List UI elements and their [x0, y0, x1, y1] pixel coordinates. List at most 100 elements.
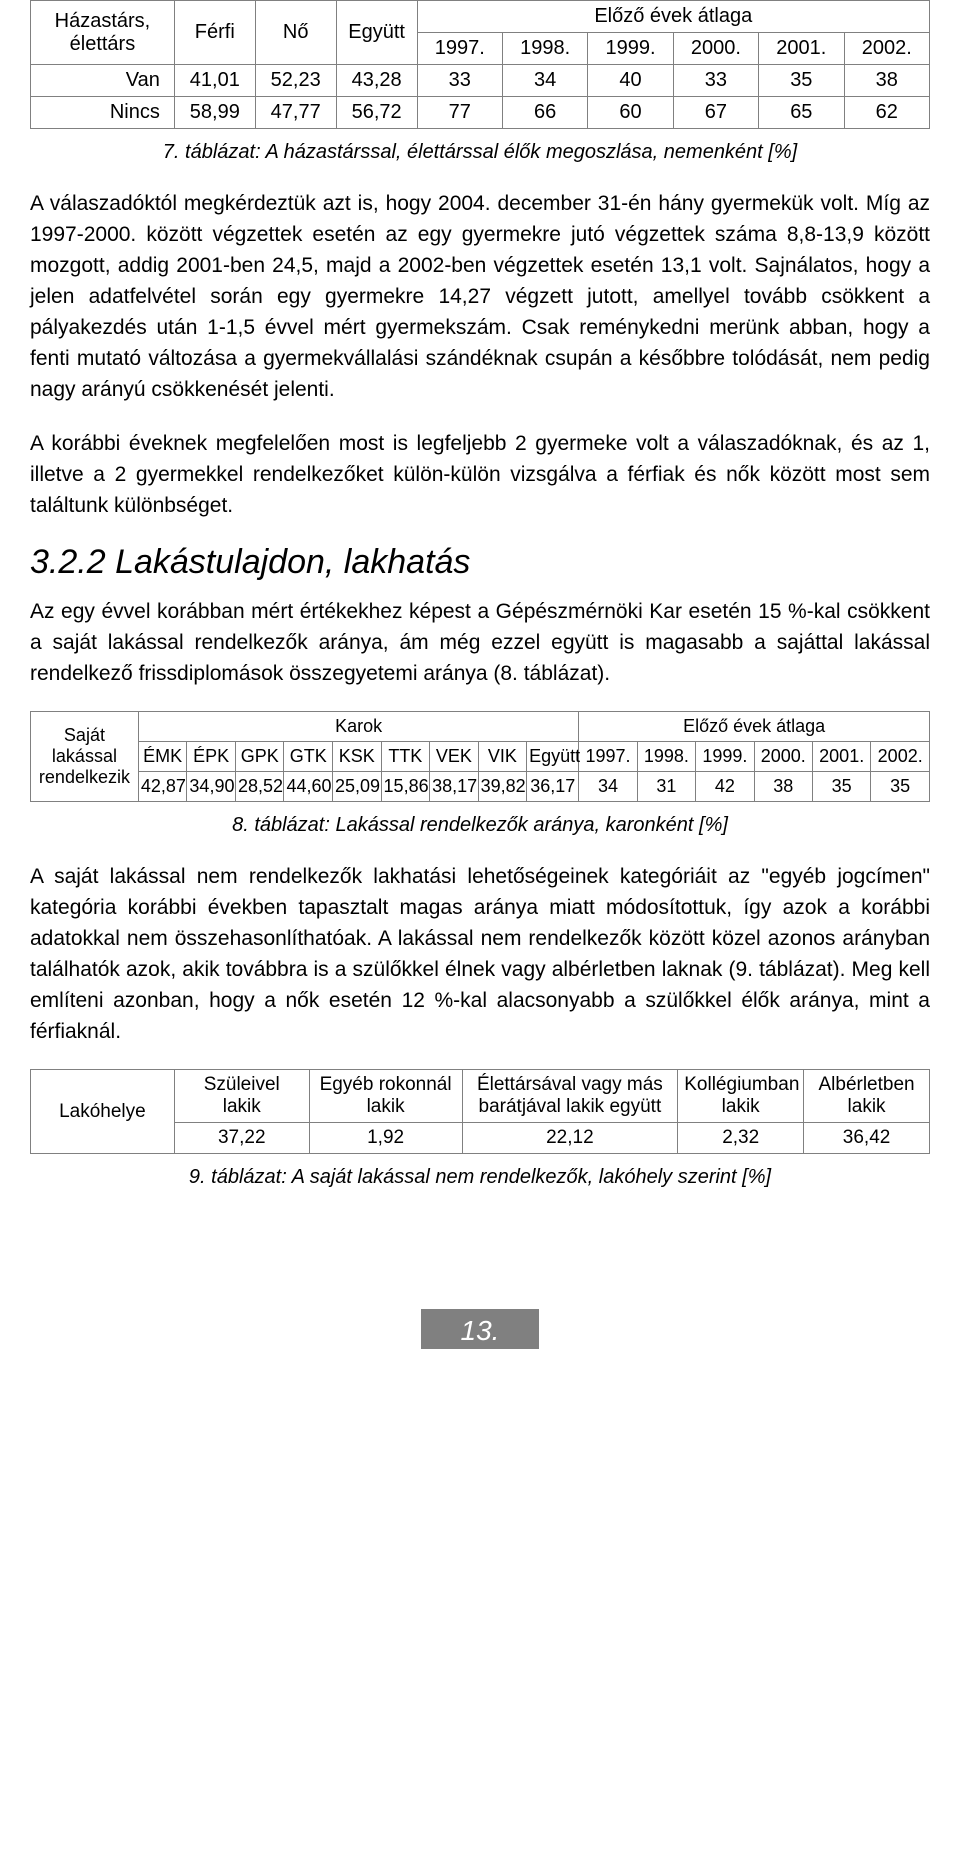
col-head-line: lakik	[848, 1096, 886, 1117]
paragraph: A válaszadóktól megkérdeztük azt is, hog…	[30, 188, 930, 406]
col-egyutt: Együtt	[336, 1, 417, 65]
col-head: Élettársával vagy más barátjával lakik e…	[462, 1070, 678, 1123]
cell: 40	[588, 65, 673, 97]
cell: 35	[812, 772, 870, 802]
cell: 56,72	[336, 97, 417, 129]
table-header-row: Lakóhelye Szüleivel lakik Egyéb rokonnál…	[31, 1070, 930, 1123]
kar-col: GPK	[235, 742, 284, 772]
row-header-label: Házastárs, élettárs	[31, 1, 175, 65]
year-col: 2000.	[754, 742, 812, 772]
kar-col: VIK	[478, 742, 527, 772]
kar-col: ÉMK	[138, 742, 187, 772]
kar-col: KSK	[333, 742, 382, 772]
col-head-line: Kollégiumban	[684, 1074, 799, 1095]
table-row: 42,87 34,90 28,52 44,60 25,09 15,86 38,1…	[31, 772, 930, 802]
year-col: 1999.	[588, 33, 673, 65]
cell: 77	[417, 97, 502, 129]
year-col: 1998.	[637, 742, 695, 772]
col-head-line: lakik	[367, 1096, 405, 1117]
col-head: Egyéb rokonnál lakik	[309, 1070, 462, 1123]
cell: 52,23	[255, 65, 336, 97]
cell: 65	[759, 97, 844, 129]
cell: 42	[696, 772, 754, 802]
col-no: Nő	[255, 1, 336, 65]
year-col: 2001.	[812, 742, 870, 772]
col-head-line: Szüleivel	[204, 1074, 280, 1095]
cell: 42,87	[138, 772, 187, 802]
kar-col: TTK	[381, 742, 430, 772]
cell: 60	[588, 97, 673, 129]
table-9-caption: 9. táblázat: A saját lakással nem rendel…	[30, 1166, 930, 1189]
cell: 22,12	[462, 1123, 678, 1154]
page-footer: 13.	[30, 1309, 930, 1349]
cell: 36,17	[527, 772, 579, 802]
paragraph: A korábbi éveknek megfelelően most is le…	[30, 428, 930, 521]
table-9: Lakóhelye Szüleivel lakik Egyéb rokonnál…	[30, 1069, 930, 1154]
col-head: Albérletben lakik	[804, 1070, 930, 1123]
year-col: 2002.	[844, 33, 929, 65]
cell: 34	[579, 772, 637, 802]
row-header-label: Lakóhelye	[31, 1070, 175, 1154]
kar-col: ÉPK	[187, 742, 236, 772]
page-number: 13.	[421, 1309, 540, 1349]
cell: 2,32	[678, 1123, 804, 1154]
year-col: 1997.	[579, 742, 637, 772]
cell: 1,92	[309, 1123, 462, 1154]
cell: 31	[637, 772, 695, 802]
col-head-line: Egyéb rokonnál	[320, 1074, 452, 1095]
year-col: 1998.	[502, 33, 587, 65]
cell: 33	[417, 65, 502, 97]
table-7: Házastárs, élettárs Férfi Nő Együtt Előz…	[30, 0, 930, 129]
col-head-line: Élettársával vagy más	[477, 1074, 663, 1095]
cell: 67	[673, 97, 758, 129]
cell: 34	[502, 65, 587, 97]
cell: 47,77	[255, 97, 336, 129]
cell: 34,90	[187, 772, 236, 802]
col-head-line: barátjával lakik együtt	[479, 1096, 662, 1117]
col-ferfi: Férfi	[174, 1, 255, 65]
cell: 15,86	[381, 772, 430, 802]
kar-col: VEK	[430, 742, 479, 772]
col-head-line: lakik	[223, 1096, 261, 1117]
row-header-label: Saját lakással rendelkezik	[31, 712, 139, 802]
table-header-row: Házastárs, élettárs Férfi Nő Együtt Előz…	[31, 1, 930, 33]
group-karok: Karok	[138, 712, 578, 742]
paragraph: A saját lakással nem rendelkezők lakhatá…	[30, 861, 930, 1047]
kar-col: GTK	[284, 742, 333, 772]
section-heading: 3.2.2 Lakástulajdon, lakhatás	[30, 543, 930, 582]
col-head: Kollégiumban lakik	[678, 1070, 804, 1123]
cell: 28,52	[235, 772, 284, 802]
paragraph: Az egy évvel korábban mért értékekhez ké…	[30, 596, 930, 689]
cell: 38	[844, 65, 929, 97]
kar-col: Együtt	[527, 742, 579, 772]
row-label: Nincs	[31, 97, 175, 129]
table-row: Van 41,01 52,23 43,28 33 34 40 33 35 38	[31, 65, 930, 97]
cell: 62	[844, 97, 929, 129]
group-years: Előző évek átlaga	[579, 712, 930, 742]
cell: 58,99	[174, 97, 255, 129]
year-col: 1999.	[696, 742, 754, 772]
year-col: 2002.	[871, 742, 930, 772]
col-head: Szüleivel lakik	[174, 1070, 309, 1123]
years-group-label: Előző évek átlaga	[417, 1, 929, 33]
cell: 36,42	[804, 1123, 930, 1154]
col-head-line: Albérletben	[818, 1074, 914, 1095]
table-header-row: ÉMK ÉPK GPK GTK KSK TTK VEK VIK Együtt 1…	[31, 742, 930, 772]
col-head-line: lakik	[722, 1096, 760, 1117]
row-label: Van	[31, 65, 175, 97]
table-7-caption: 7. táblázat: A házastárssal, élettárssal…	[30, 141, 930, 164]
cell: 37,22	[174, 1123, 309, 1154]
cell: 38,17	[430, 772, 479, 802]
cell: 41,01	[174, 65, 255, 97]
cell: 38	[754, 772, 812, 802]
cell: 33	[673, 65, 758, 97]
table-8-caption: 8. táblázat: Lakással rendelkezők aránya…	[30, 814, 930, 837]
cell: 44,60	[284, 772, 333, 802]
year-col: 2001.	[759, 33, 844, 65]
year-col: 2000.	[673, 33, 758, 65]
table-8: Saját lakással rendelkezik Karok Előző é…	[30, 711, 930, 802]
table-row: Nincs 58,99 47,77 56,72 77 66 60 67 65 6…	[31, 97, 930, 129]
cell: 66	[502, 97, 587, 129]
year-col: 1997.	[417, 33, 502, 65]
cell: 43,28	[336, 65, 417, 97]
